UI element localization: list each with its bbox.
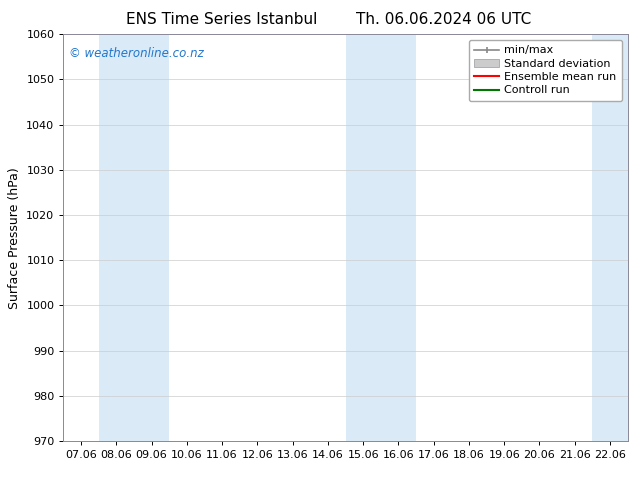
Bar <box>99 34 169 441</box>
Text: © weatheronline.co.nz: © weatheronline.co.nz <box>69 47 204 59</box>
Bar <box>346 34 416 441</box>
Bar <box>592 34 628 441</box>
Legend: min/max, Standard deviation, Ensemble mean run, Controll run: min/max, Standard deviation, Ensemble me… <box>469 40 622 101</box>
Text: ENS Time Series Istanbul: ENS Time Series Istanbul <box>126 12 318 27</box>
Text: Th. 06.06.2024 06 UTC: Th. 06.06.2024 06 UTC <box>356 12 531 27</box>
Y-axis label: Surface Pressure (hPa): Surface Pressure (hPa) <box>8 167 21 309</box>
